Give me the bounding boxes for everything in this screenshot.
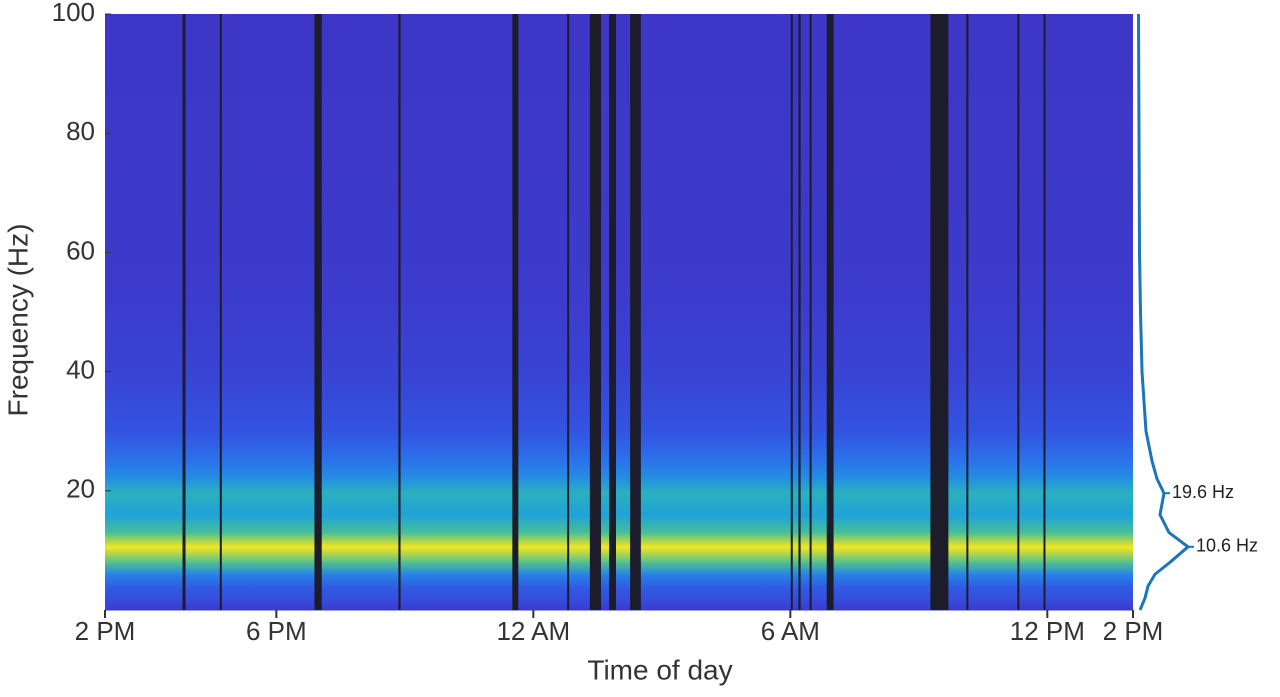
spectrogram-band	[105, 14, 1133, 134]
spectrogram-band	[105, 532, 1133, 548]
annotation: 10.6 Hz	[1196, 536, 1258, 556]
y-tick-label: 80	[66, 116, 95, 146]
data-gap	[609, 14, 617, 610]
data-gap	[826, 14, 834, 610]
data-gap	[630, 14, 641, 610]
spectrogram-band	[105, 252, 1133, 313]
x-tick-label: 12 AM	[496, 616, 570, 646]
annotation: 19.6 Hz	[1172, 482, 1234, 502]
x-tick-label: 12 PM	[1010, 616, 1085, 646]
spectrogram-band	[105, 478, 1133, 494]
data-gap	[219, 14, 222, 610]
spectrogram-band	[105, 514, 1133, 534]
x-axis-label: Time of day	[587, 654, 732, 685]
data-gap	[966, 14, 969, 610]
data-gap	[790, 14, 793, 610]
x-tick-label: 2 PM	[75, 616, 136, 646]
data-gap	[798, 14, 801, 610]
data-gap	[182, 14, 186, 610]
data-gap	[398, 14, 401, 610]
data-gap	[809, 14, 812, 610]
spectrogram-band	[105, 493, 1133, 516]
spectrogram-band	[105, 546, 1133, 563]
y-axis-label: Frequency (Hz)	[2, 224, 33, 417]
y-tick-label: 100	[52, 0, 95, 27]
x-tick-label: 6 PM	[246, 616, 307, 646]
spectrogram-band	[105, 461, 1133, 480]
spectrogram-band	[105, 312, 1133, 373]
spectrogram-band	[105, 598, 1133, 611]
data-gap	[930, 14, 949, 610]
spectrum-line	[1137, 13, 1190, 611]
spectrogram-band	[105, 562, 1133, 575]
spectrogram-band	[105, 431, 1133, 462]
data-gap	[567, 14, 570, 610]
data-gap	[1017, 14, 1020, 610]
x-tick-label: 2 PM	[1103, 616, 1164, 646]
spectrogram-band	[105, 133, 1133, 253]
spectrogram-band	[105, 586, 1133, 599]
data-gap	[314, 14, 322, 610]
y-tick-label: 20	[66, 474, 95, 504]
data-gap	[512, 14, 519, 610]
spectrogram-band	[105, 371, 1133, 432]
y-tick-label: 40	[66, 354, 95, 384]
x-tick-label: 6 AM	[761, 616, 820, 646]
data-gap	[589, 14, 602, 610]
spectrogram-band	[105, 574, 1133, 587]
y-tick-label: 60	[66, 235, 95, 265]
data-gap	[1043, 14, 1046, 610]
